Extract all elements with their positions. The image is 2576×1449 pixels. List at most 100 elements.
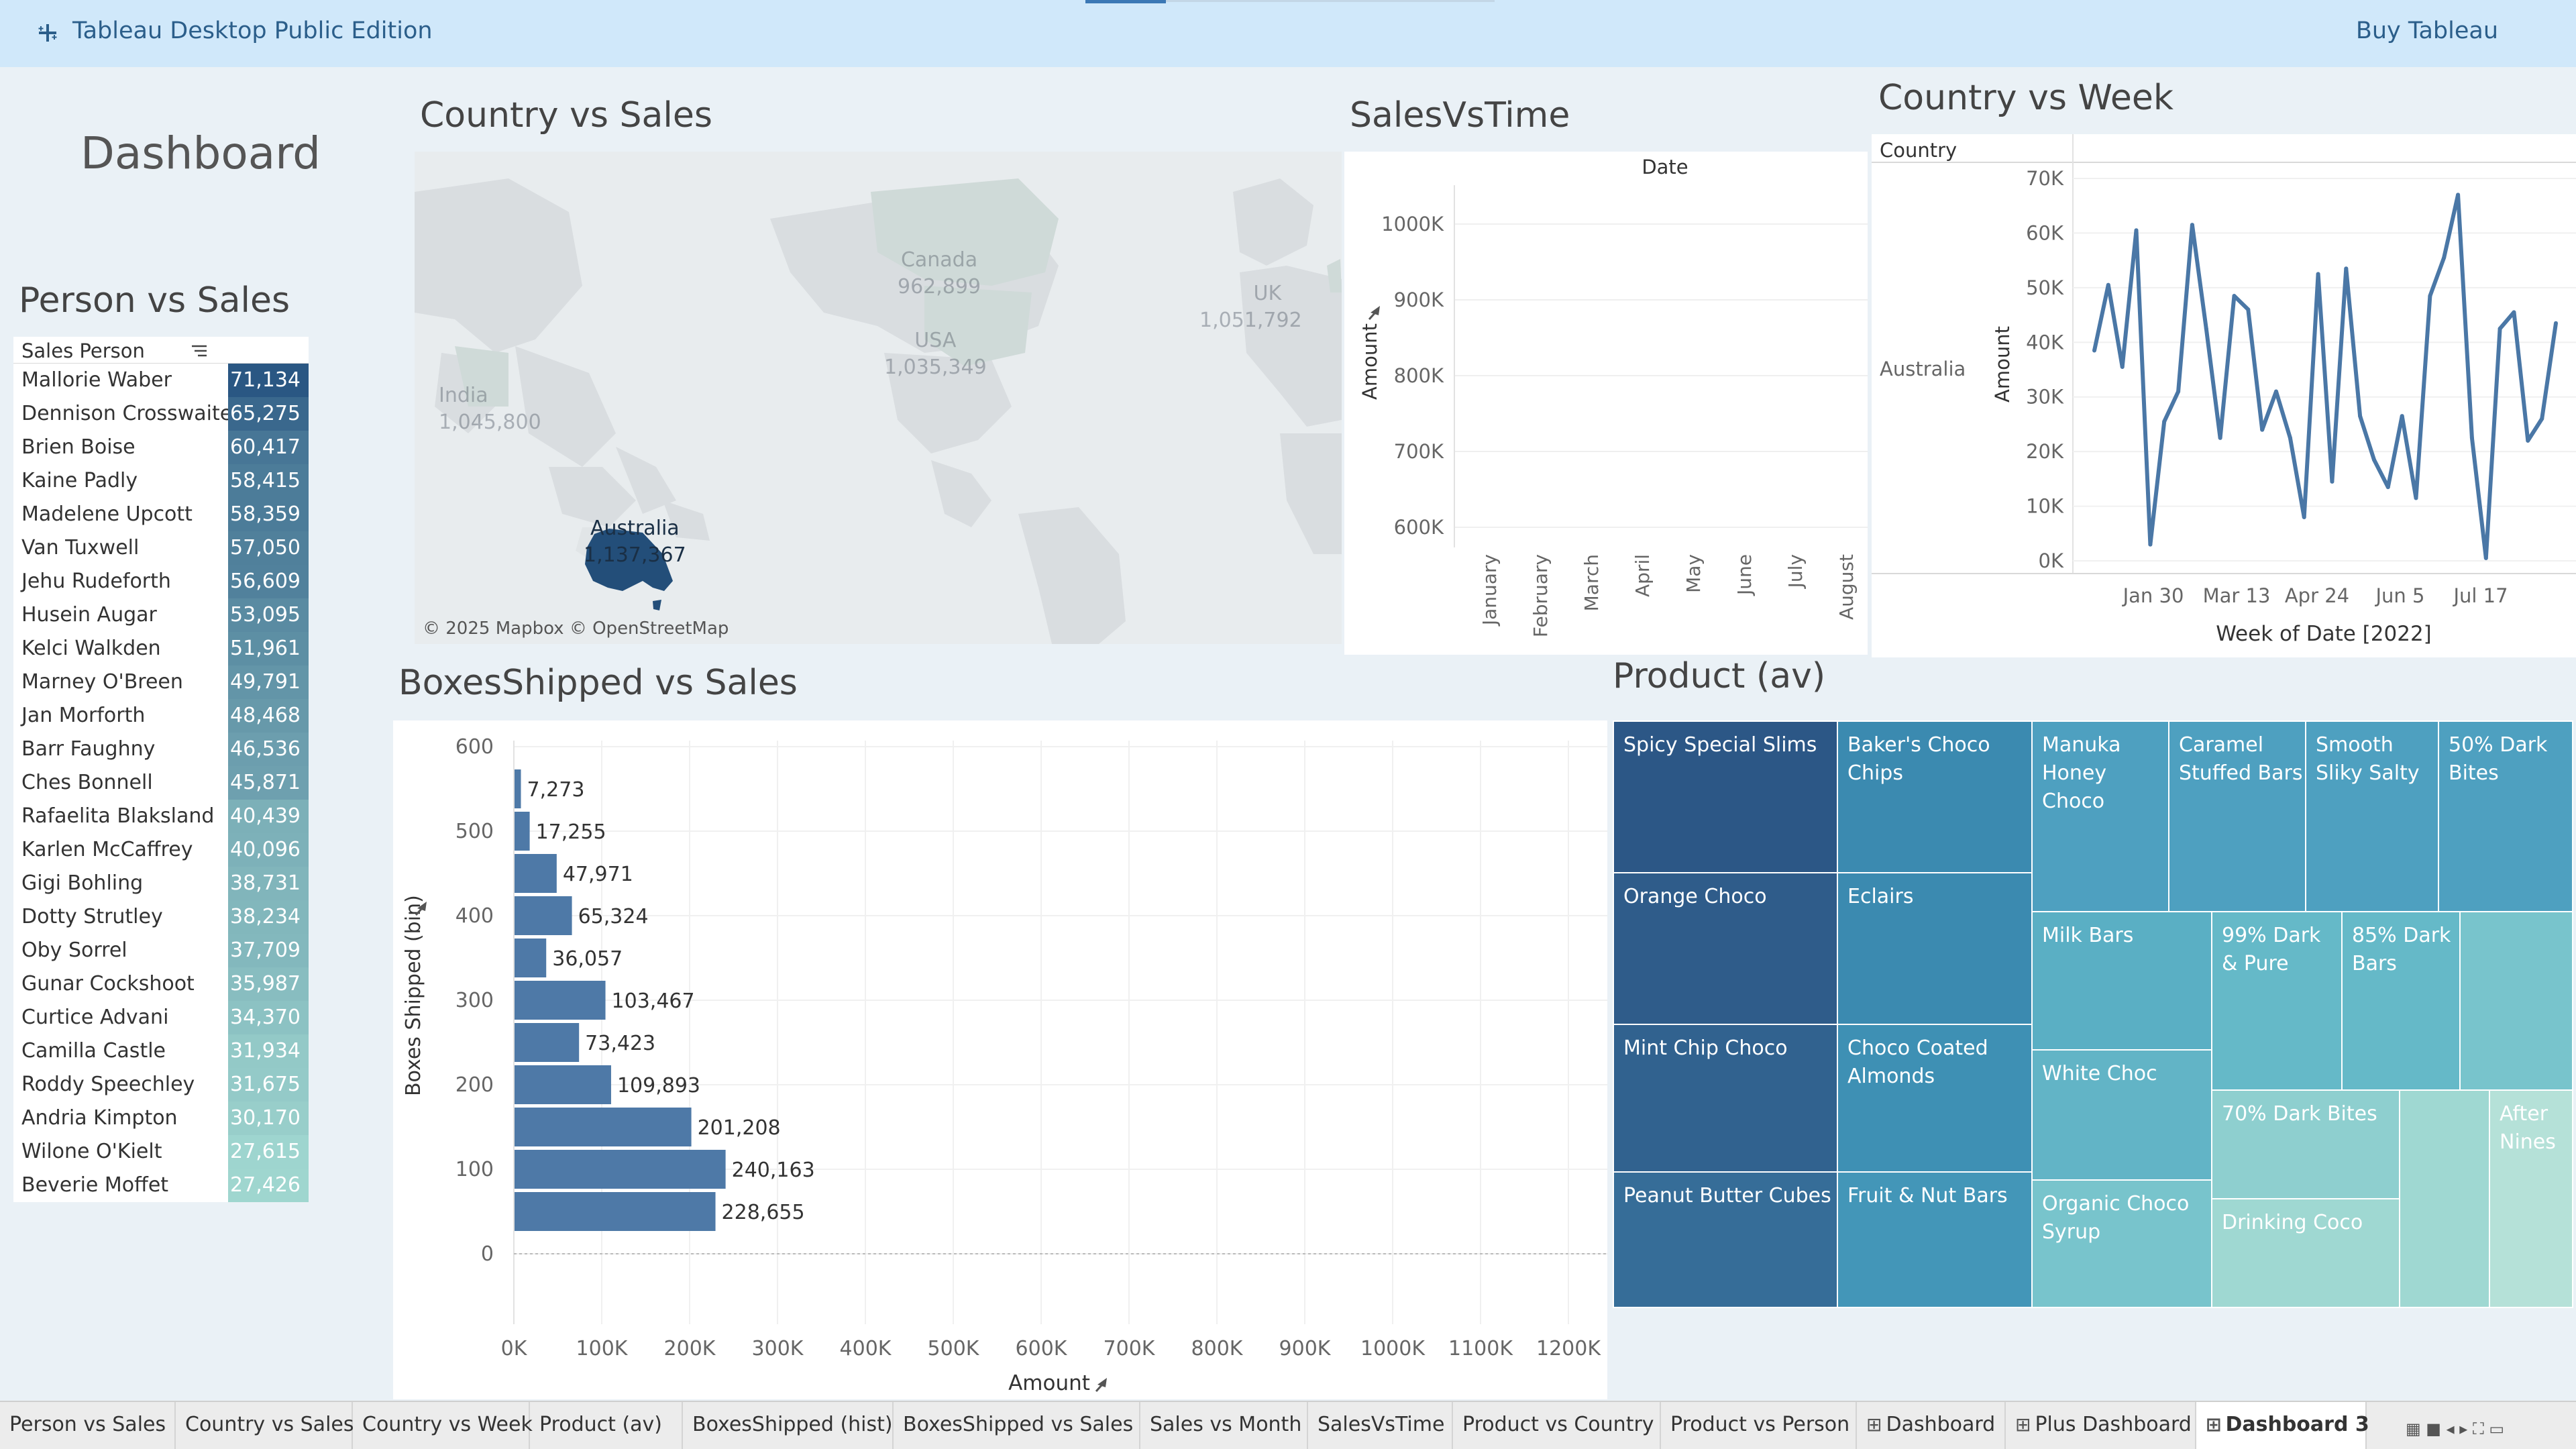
treemap-cell[interactable]: Peanut Butter Cubes xyxy=(1613,1171,1838,1308)
table-row[interactable]: Rafaelita Blaksland 40,439 xyxy=(13,800,309,833)
treemap-cell[interactable]: Fruit & Nut Bars xyxy=(1837,1171,2033,1308)
table-row[interactable]: Barr Faughny 46,536 xyxy=(13,733,309,766)
table-row[interactable]: Dennison Crosswaite 65,275 xyxy=(13,397,309,431)
tab-salesvstime[interactable]: SalesVsTime xyxy=(1308,1402,1453,1449)
table-row[interactable]: Brien Boise 60,417 xyxy=(13,431,309,464)
line-point xyxy=(2372,458,2376,462)
table-row[interactable]: Husein Augar 53,095 xyxy=(13,598,309,632)
sort-icon[interactable] xyxy=(191,343,208,358)
boxes-xtick: 100K xyxy=(576,1337,629,1360)
sheet-nav-controls[interactable]: ▦ ■ ◂ ▸ ⛶ ▭ xyxy=(2406,1419,2505,1438)
australia-region[interactable] xyxy=(585,529,673,591)
date-header: Date xyxy=(1642,156,1688,178)
table-row[interactable]: Jan Morforth 48,468 xyxy=(13,699,309,733)
bar[interactable] xyxy=(515,812,530,851)
table-row[interactable]: Camilla Castle 31,934 xyxy=(13,1034,309,1068)
table-row[interactable]: Gunar Cockshoot 35,987 xyxy=(13,967,309,1001)
svt-gridlines xyxy=(1454,223,1868,528)
sales-person-column-header[interactable]: Sales Person xyxy=(13,337,309,364)
tab-product-av[interactable]: Product (av) xyxy=(530,1402,683,1449)
treemap-cell[interactable]: Choco Coated Almonds xyxy=(1837,1024,2033,1173)
treemap-cell[interactable]: Eclairs xyxy=(1837,872,2033,1025)
table-row[interactable]: Jehu Rudeforth 56,609 xyxy=(13,565,309,598)
bar[interactable] xyxy=(515,896,572,935)
tab-boxesshipped-hist[interactable]: BoxesShipped (hist) xyxy=(683,1402,894,1449)
svt-ytick: 900K xyxy=(1394,288,1444,311)
treemap-cell[interactable]: Drinking Coco xyxy=(2211,1198,2400,1308)
bar-value-label: 103,467 xyxy=(612,989,695,1013)
table-row[interactable]: Curtice Advani 34,370 xyxy=(13,1001,309,1034)
treemap-cell[interactable]: Caramel Stuffed Bars xyxy=(2168,720,2306,912)
table-row[interactable]: Beverie Moffet 27,426 xyxy=(13,1169,309,1202)
sales-amount-cell: 65,275 xyxy=(228,397,309,431)
country-sales-map[interactable]: Canada 962,899 USA 1,035,349 UK 1,051,792 I… xyxy=(415,152,1342,644)
tab-product-vs-person[interactable]: Product vs Person xyxy=(1661,1402,1857,1449)
tab-boxesshipped-vs-sales[interactable]: BoxesShipped vs Sales xyxy=(894,1402,1140,1449)
boxes-sales-chart[interactable]: 600 500 400 300 200 100 0 7,273 17,255 47,971 65,… xyxy=(393,720,1607,1399)
sales-vs-time-chart[interactable]: Date 1000K 900K 800K 700K 600K Amount Ja… xyxy=(1344,152,1868,655)
bar-value-label: 228,655 xyxy=(722,1201,805,1224)
table-row[interactable]: Dotty Strutley 38,234 xyxy=(13,900,309,934)
table-row[interactable]: Karlen McCaffrey 40,096 xyxy=(13,833,309,867)
svt-ytick: 600K xyxy=(1394,516,1444,539)
table-row[interactable]: Kelci Walkden 51,961 xyxy=(13,632,309,665)
tab-dashboard-3[interactable]: ⊞ Dashboard 3 xyxy=(2196,1402,2369,1449)
bar[interactable] xyxy=(515,1108,692,1146)
sales-line[interactable] xyxy=(2092,193,2558,560)
treemap-cell xyxy=(2459,911,2573,1091)
table-row[interactable]: Oby Sorrel 37,709 xyxy=(13,934,309,967)
treemap-cell[interactable]: Organic Choco Syrup xyxy=(2031,1179,2212,1308)
table-row[interactable]: Madelene Upcott 58,359 xyxy=(13,498,309,531)
treemap-cell[interactable]: 99% Dark & Pure xyxy=(2211,911,2343,1091)
treemap-cell[interactable]: 85% Dark Bars xyxy=(2341,911,2461,1091)
table-row[interactable]: Wilone O'Kielt 27,615 xyxy=(13,1135,309,1169)
map-title: Country vs Sales xyxy=(420,95,712,136)
treemap-cell[interactable]: Manuka Honey Choco xyxy=(2031,720,2169,912)
sales-person-name: Camilla Castle xyxy=(21,1039,166,1063)
table-row[interactable]: Kaine Padly 58,415 xyxy=(13,464,309,498)
table-row[interactable]: Gigi Bohling 38,731 xyxy=(13,867,309,900)
bar[interactable] xyxy=(515,1023,580,1062)
line-point xyxy=(2526,438,2530,443)
treemap-cell[interactable]: Smooth Sliky Salty xyxy=(2305,720,2439,912)
bar[interactable] xyxy=(515,1150,726,1189)
table-row[interactable]: Mallorie Waber 71,134 xyxy=(13,364,309,397)
treemap-cell[interactable]: Orange Choco xyxy=(1613,872,1838,1025)
boxes-v-gridlines xyxy=(513,741,1569,1324)
treemap-cell[interactable]: Baker's Choco Chips xyxy=(1837,720,2033,873)
table-row[interactable]: Van Tuxwell 57,050 xyxy=(13,531,309,565)
bar[interactable] xyxy=(515,854,557,893)
treemap-cell[interactable]: Mint Chip Choco xyxy=(1613,1024,1838,1173)
buy-tableau-link[interactable]: Buy Tableau xyxy=(2355,17,2498,44)
cvw-ytick: 70K xyxy=(2026,167,2064,190)
bar[interactable] xyxy=(515,769,521,808)
treemap-cell[interactable]: White Choc xyxy=(2031,1049,2212,1181)
tab-plus-dashboard[interactable]: ⊞ Plus Dashboard xyxy=(2006,1402,2196,1449)
treemap-cell[interactable]: After Nines xyxy=(2489,1089,2573,1308)
tab-sales-vs-month[interactable]: Sales vs Month xyxy=(1140,1402,1308,1449)
product-treemap[interactable]: Spicy Special Slims Baker's Choco Chips … xyxy=(1613,720,2573,1308)
sales-person-name: Curtice Advani xyxy=(21,1006,169,1029)
line-point xyxy=(2246,307,2251,312)
tab-country-vs-sales[interactable]: Country vs Sales xyxy=(176,1402,354,1449)
line-point xyxy=(2092,348,2096,353)
treemap-cell[interactable]: Milk Bars xyxy=(2031,911,2212,1051)
treemap-cell[interactable]: Spicy Special Slims xyxy=(1613,720,1838,873)
tab-country-vs-week[interactable]: Country vs Week xyxy=(353,1402,533,1449)
boxes-ytick: 200 xyxy=(455,1073,494,1097)
bar[interactable] xyxy=(515,938,547,977)
treemap-cell[interactable]: 70% Dark Bites xyxy=(2211,1089,2400,1199)
tab-product-vs-country[interactable]: Product vs Country xyxy=(1453,1402,1661,1449)
sheet-tab-bar: Person vs Sales Country vs Sales Country… xyxy=(0,1401,2576,1449)
table-row[interactable]: Roddy Speechley 31,675 xyxy=(13,1068,309,1102)
country-week-chart[interactable]: Country Australia Amount 70K 60K 50K 40K 30K… xyxy=(1872,134,2576,657)
bar[interactable] xyxy=(515,981,606,1020)
table-row[interactable]: Marney O'Breen 49,791 xyxy=(13,665,309,699)
tab-person-vs-sales[interactable]: Person vs Sales xyxy=(0,1402,176,1449)
bar[interactable] xyxy=(515,1065,611,1104)
table-row[interactable]: Ches Bonnell 45,871 xyxy=(13,766,309,800)
bar[interactable] xyxy=(515,1192,716,1231)
table-row[interactable]: Andria Kimpton 30,170 xyxy=(13,1102,309,1135)
treemap-cell[interactable]: 50% Dark Bites xyxy=(2438,720,2573,912)
tab-dashboard[interactable]: ⊞ Dashboard xyxy=(1857,1402,2006,1449)
